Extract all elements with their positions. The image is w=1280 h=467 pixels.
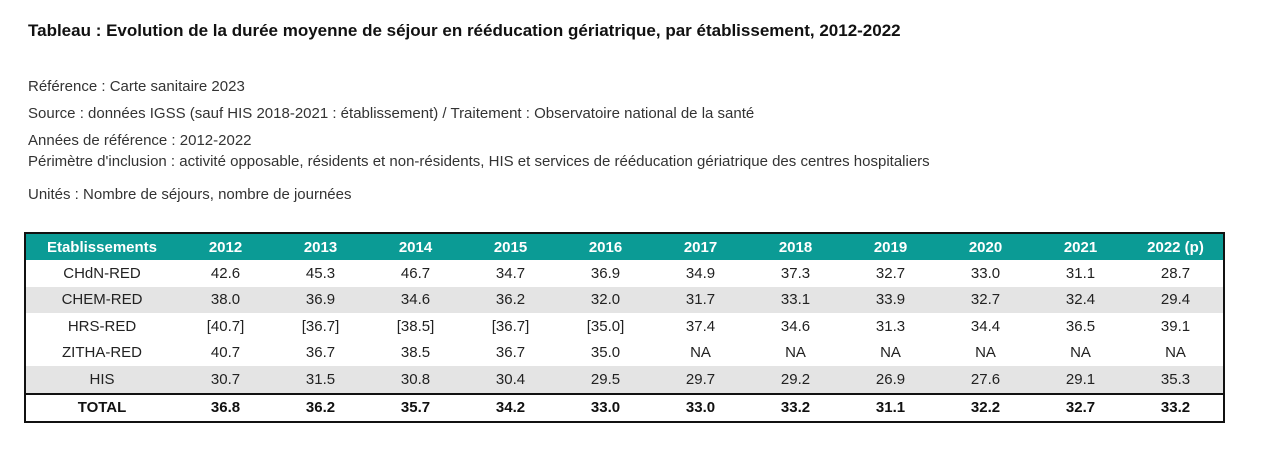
table-cell: 31.3 xyxy=(843,313,938,340)
table-cell: 36.2 xyxy=(463,286,558,313)
row-label: CHdN-RED xyxy=(26,260,178,287)
row-label: CHEM-RED xyxy=(26,286,178,313)
table-cell: 31.7 xyxy=(653,286,748,313)
table-cell: 32.4 xyxy=(1033,286,1128,313)
table-cell: NA xyxy=(1128,339,1223,366)
header-cell-2016: 2016 xyxy=(558,234,653,260)
table-cell: 31.5 xyxy=(273,366,368,394)
table-cell: 33.1 xyxy=(748,286,843,313)
total-cell: 35.7 xyxy=(368,392,463,421)
table-row: HIS 30.7 31.5 30.8 30.4 29.5 29.7 29.2 2… xyxy=(26,366,1223,394)
years-text: Années de référence : 2012-2022 xyxy=(28,132,252,149)
total-cell: 32.7 xyxy=(1033,392,1128,421)
table-cell: 35.3 xyxy=(1128,366,1223,394)
header-cell-2020: 2020 xyxy=(938,234,1033,260)
table-row: CHEM-RED 38.0 36.9 34.6 36.2 32.0 31.7 3… xyxy=(26,286,1223,313)
table-cell: NA xyxy=(843,339,938,366)
total-cell: 36.8 xyxy=(178,392,273,421)
table-cell: 36.9 xyxy=(273,286,368,313)
header-cell-2017: 2017 xyxy=(653,234,748,260)
header-cell-2013: 2013 xyxy=(273,234,368,260)
table-cell: 30.4 xyxy=(463,366,558,394)
table-cell: 34.4 xyxy=(938,313,1033,340)
header-cell-2019: 2019 xyxy=(843,234,938,260)
table-cell: 33.0 xyxy=(938,260,1033,287)
table-cell: 29.4 xyxy=(1128,286,1223,313)
table-cell: 36.7 xyxy=(463,339,558,366)
total-cell: 33.0 xyxy=(653,392,748,421)
table-cell: 29.5 xyxy=(558,366,653,394)
header-cell-2021: 2021 xyxy=(1033,234,1128,260)
table-row: CHdN-RED 42.6 45.3 46.7 34.7 36.9 34.9 3… xyxy=(26,260,1223,287)
table-cell: 33.9 xyxy=(843,286,938,313)
table-cell: 34.9 xyxy=(653,260,748,287)
row-label: HRS-RED xyxy=(26,313,178,340)
total-cell: 33.2 xyxy=(748,392,843,421)
table-cell: 30.7 xyxy=(178,366,273,394)
total-cell: 33.0 xyxy=(558,392,653,421)
total-cell: 32.2 xyxy=(938,392,1033,421)
table-cell: 45.3 xyxy=(273,260,368,287)
table-cell: 26.9 xyxy=(843,366,938,394)
table-cell: 28.7 xyxy=(1128,260,1223,287)
table-cell: [35.0] xyxy=(558,313,653,340)
table-cell: 29.1 xyxy=(1033,366,1128,394)
table-cell: 30.8 xyxy=(368,366,463,394)
header-cell-2014: 2014 xyxy=(368,234,463,260)
table-cell: NA xyxy=(1033,339,1128,366)
total-cell: 34.2 xyxy=(463,392,558,421)
table-cell: 32.7 xyxy=(843,260,938,287)
table-cell: 34.7 xyxy=(463,260,558,287)
table-cell: 42.6 xyxy=(178,260,273,287)
table-cell: [38.5] xyxy=(368,313,463,340)
table-row: HRS-RED [40.7] [36.7] [38.5] [36.7] [35.… xyxy=(26,313,1223,340)
table-cell: 38.0 xyxy=(178,286,273,313)
table-cell: NA xyxy=(938,339,1033,366)
header-cell-2018: 2018 xyxy=(748,234,843,260)
table-cell: 34.6 xyxy=(748,313,843,340)
total-cell: 36.2 xyxy=(273,392,368,421)
table-cell: NA xyxy=(653,339,748,366)
total-cell: 31.1 xyxy=(843,392,938,421)
total-label: TOTAL xyxy=(26,392,178,421)
table-cell: 36.9 xyxy=(558,260,653,287)
table-cell: 32.7 xyxy=(938,286,1033,313)
table-cell: 46.7 xyxy=(368,260,463,287)
table-cell: 38.5 xyxy=(368,339,463,366)
table-cell: 36.5 xyxy=(1033,313,1128,340)
perimeter-text: Périmètre d'inclusion : activité opposab… xyxy=(28,153,930,170)
table-cell: 37.3 xyxy=(748,260,843,287)
header-cell-2015: 2015 xyxy=(463,234,558,260)
table-cell: 40.7 xyxy=(178,339,273,366)
source-text: Source : données IGSS (sauf HIS 2018-202… xyxy=(28,105,755,122)
reference-text: Référence : Carte sanitaire 2023 xyxy=(28,78,245,95)
table-cell: 39.1 xyxy=(1128,313,1223,340)
table-cell: [40.7] xyxy=(178,313,273,340)
table-cell: [36.7] xyxy=(463,313,558,340)
total-row: TOTAL 36.8 36.2 35.7 34.2 33.0 33.0 33.2… xyxy=(26,392,1223,421)
header-cell-2012: 2012 xyxy=(178,234,273,260)
table-cell: 36.7 xyxy=(273,339,368,366)
units-text: Unités : Nombre de séjours, nombre de jo… xyxy=(28,186,352,203)
table-cell: 32.0 xyxy=(558,286,653,313)
total-cell: 33.2 xyxy=(1128,392,1223,421)
table-cell: [36.7] xyxy=(273,313,368,340)
data-table: Etablissements 2012 2013 2014 2015 2016 … xyxy=(26,234,1223,421)
table-cell: 35.0 xyxy=(558,339,653,366)
table-header-row: Etablissements 2012 2013 2014 2015 2016 … xyxy=(26,234,1223,260)
row-label: ZITHA-RED xyxy=(26,339,178,366)
page-title: Tableau : Evolution de la durée moyenne … xyxy=(28,21,901,40)
header-cell-establishments: Etablissements xyxy=(26,234,178,260)
table-cell: 29.7 xyxy=(653,366,748,394)
table-cell: 31.1 xyxy=(1033,260,1128,287)
table-row: ZITHA-RED 40.7 36.7 38.5 36.7 35.0 NA NA… xyxy=(26,339,1223,366)
table-cell: 37.4 xyxy=(653,313,748,340)
table-cell: 34.6 xyxy=(368,286,463,313)
table-cell: 29.2 xyxy=(748,366,843,394)
header-cell-2022: 2022 (p) xyxy=(1128,234,1223,260)
table-cell: 27.6 xyxy=(938,366,1033,394)
table-cell: NA xyxy=(748,339,843,366)
row-label: HIS xyxy=(26,366,178,394)
data-table-container: Etablissements 2012 2013 2014 2015 2016 … xyxy=(24,232,1225,423)
